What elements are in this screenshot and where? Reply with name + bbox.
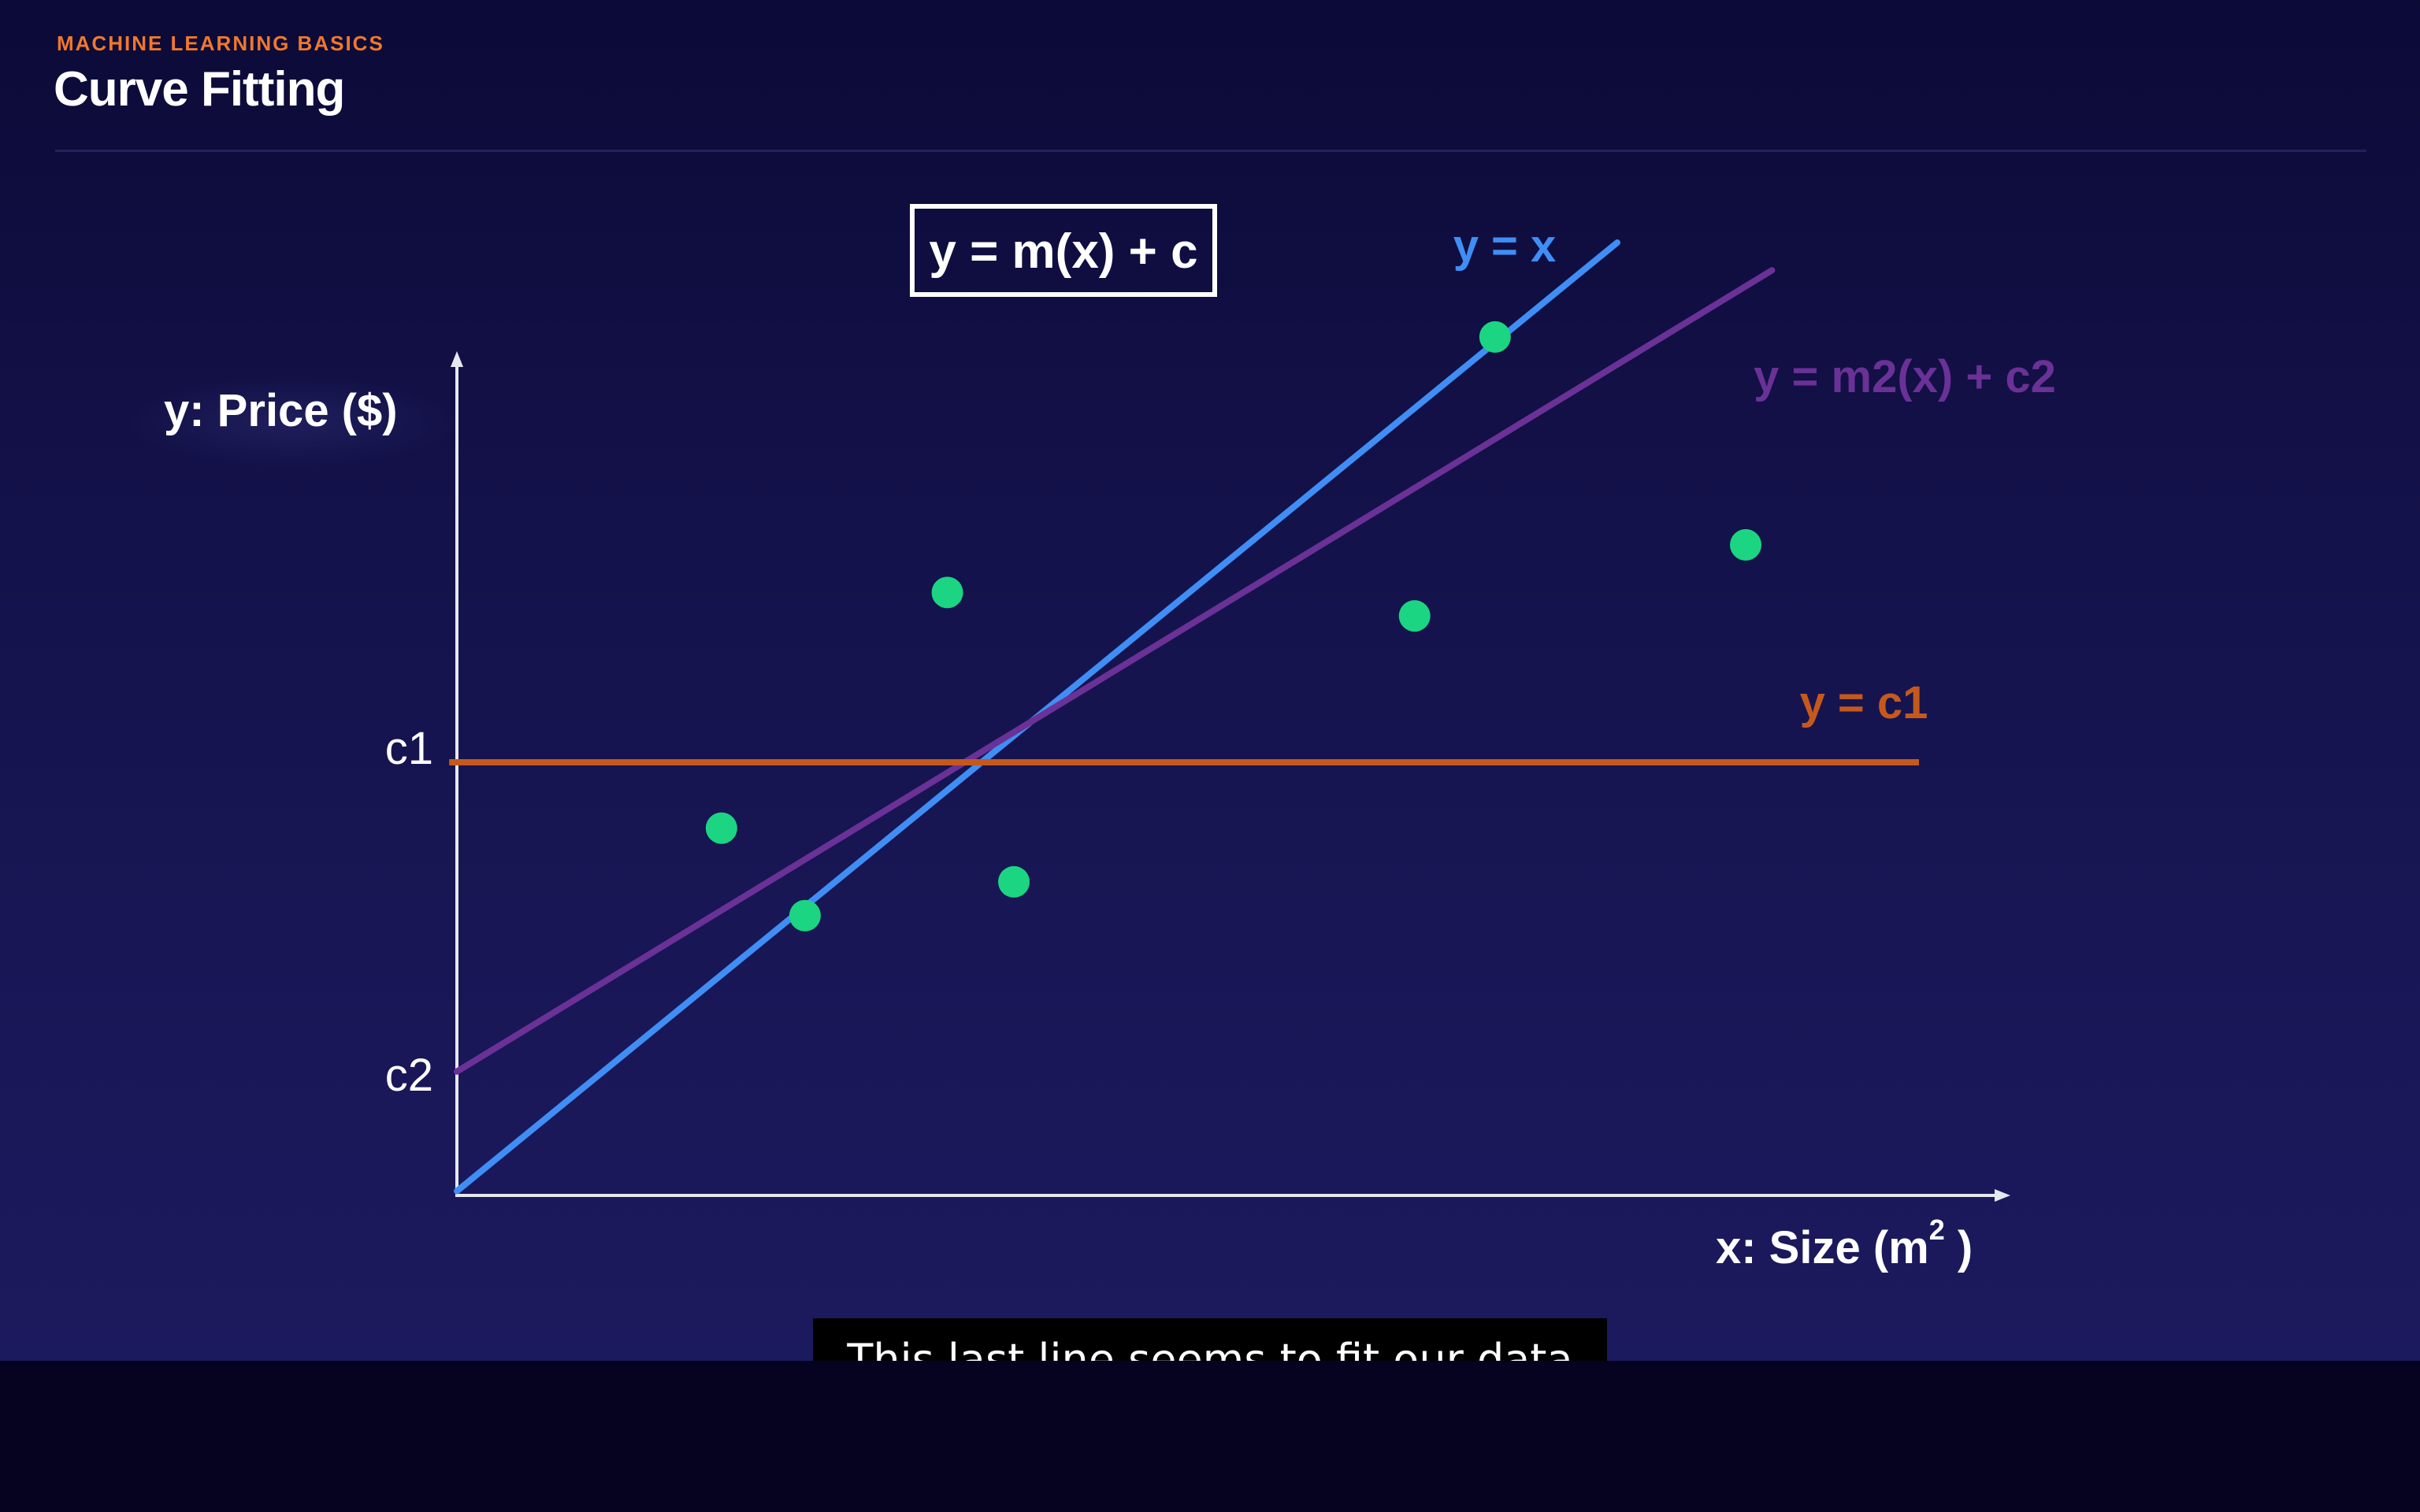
x-axis-arrow [1995,1189,2010,1202]
line-m2x-plus-c2 [454,267,1776,1075]
section-eyebrow: MACHINE LEARNING BASICS [57,32,384,55]
x-axis-label-close: ) [1945,1222,1973,1273]
line-label-m2x-plus-c2: y = m2(x) + c2 [1754,351,2056,402]
subtitle-caption: This last line seems to fit our data [813,1318,1607,1361]
x-axis-label-sup: 2 [1929,1214,1945,1246]
x-axis-label-main: x: Size (m [1716,1222,1929,1273]
data-point-5 [1398,600,1431,632]
formula-text: y = m(x) + c [929,224,1197,279]
tick-label-c2: c2 [385,1050,433,1101]
slide-title: Curve Fitting [54,62,345,117]
title-divider [55,150,2366,152]
data-point-7 [1730,528,1762,561]
y-axis-label: y: Price ($) [164,385,398,436]
x-axis-label: x: Size (m2 ) [1716,1214,1973,1273]
data-point-3 [931,576,963,609]
curve-fitting-chart: y = m(x) + c y: Price ($) c1 c2 x: Size … [126,204,2056,1273]
tick-label-c1: c1 [385,723,433,774]
data-point-2 [789,899,821,932]
y-axis-arrow [451,351,463,367]
line-label-y-equals-x: y = x [1453,220,1557,272]
video-letterbox-bar [0,1361,2420,1512]
slide: MACHINE LEARNING BASICS Curve Fitting y … [0,0,2420,1361]
line-label-y-equals-c1: y = c1 [1800,677,1928,728]
data-points [705,321,1762,932]
data-point-4 [998,865,1030,898]
formula-box [910,204,1217,297]
data-point-1 [705,812,737,844]
data-point-6 [1479,321,1511,353]
y-label-glow [126,374,457,469]
